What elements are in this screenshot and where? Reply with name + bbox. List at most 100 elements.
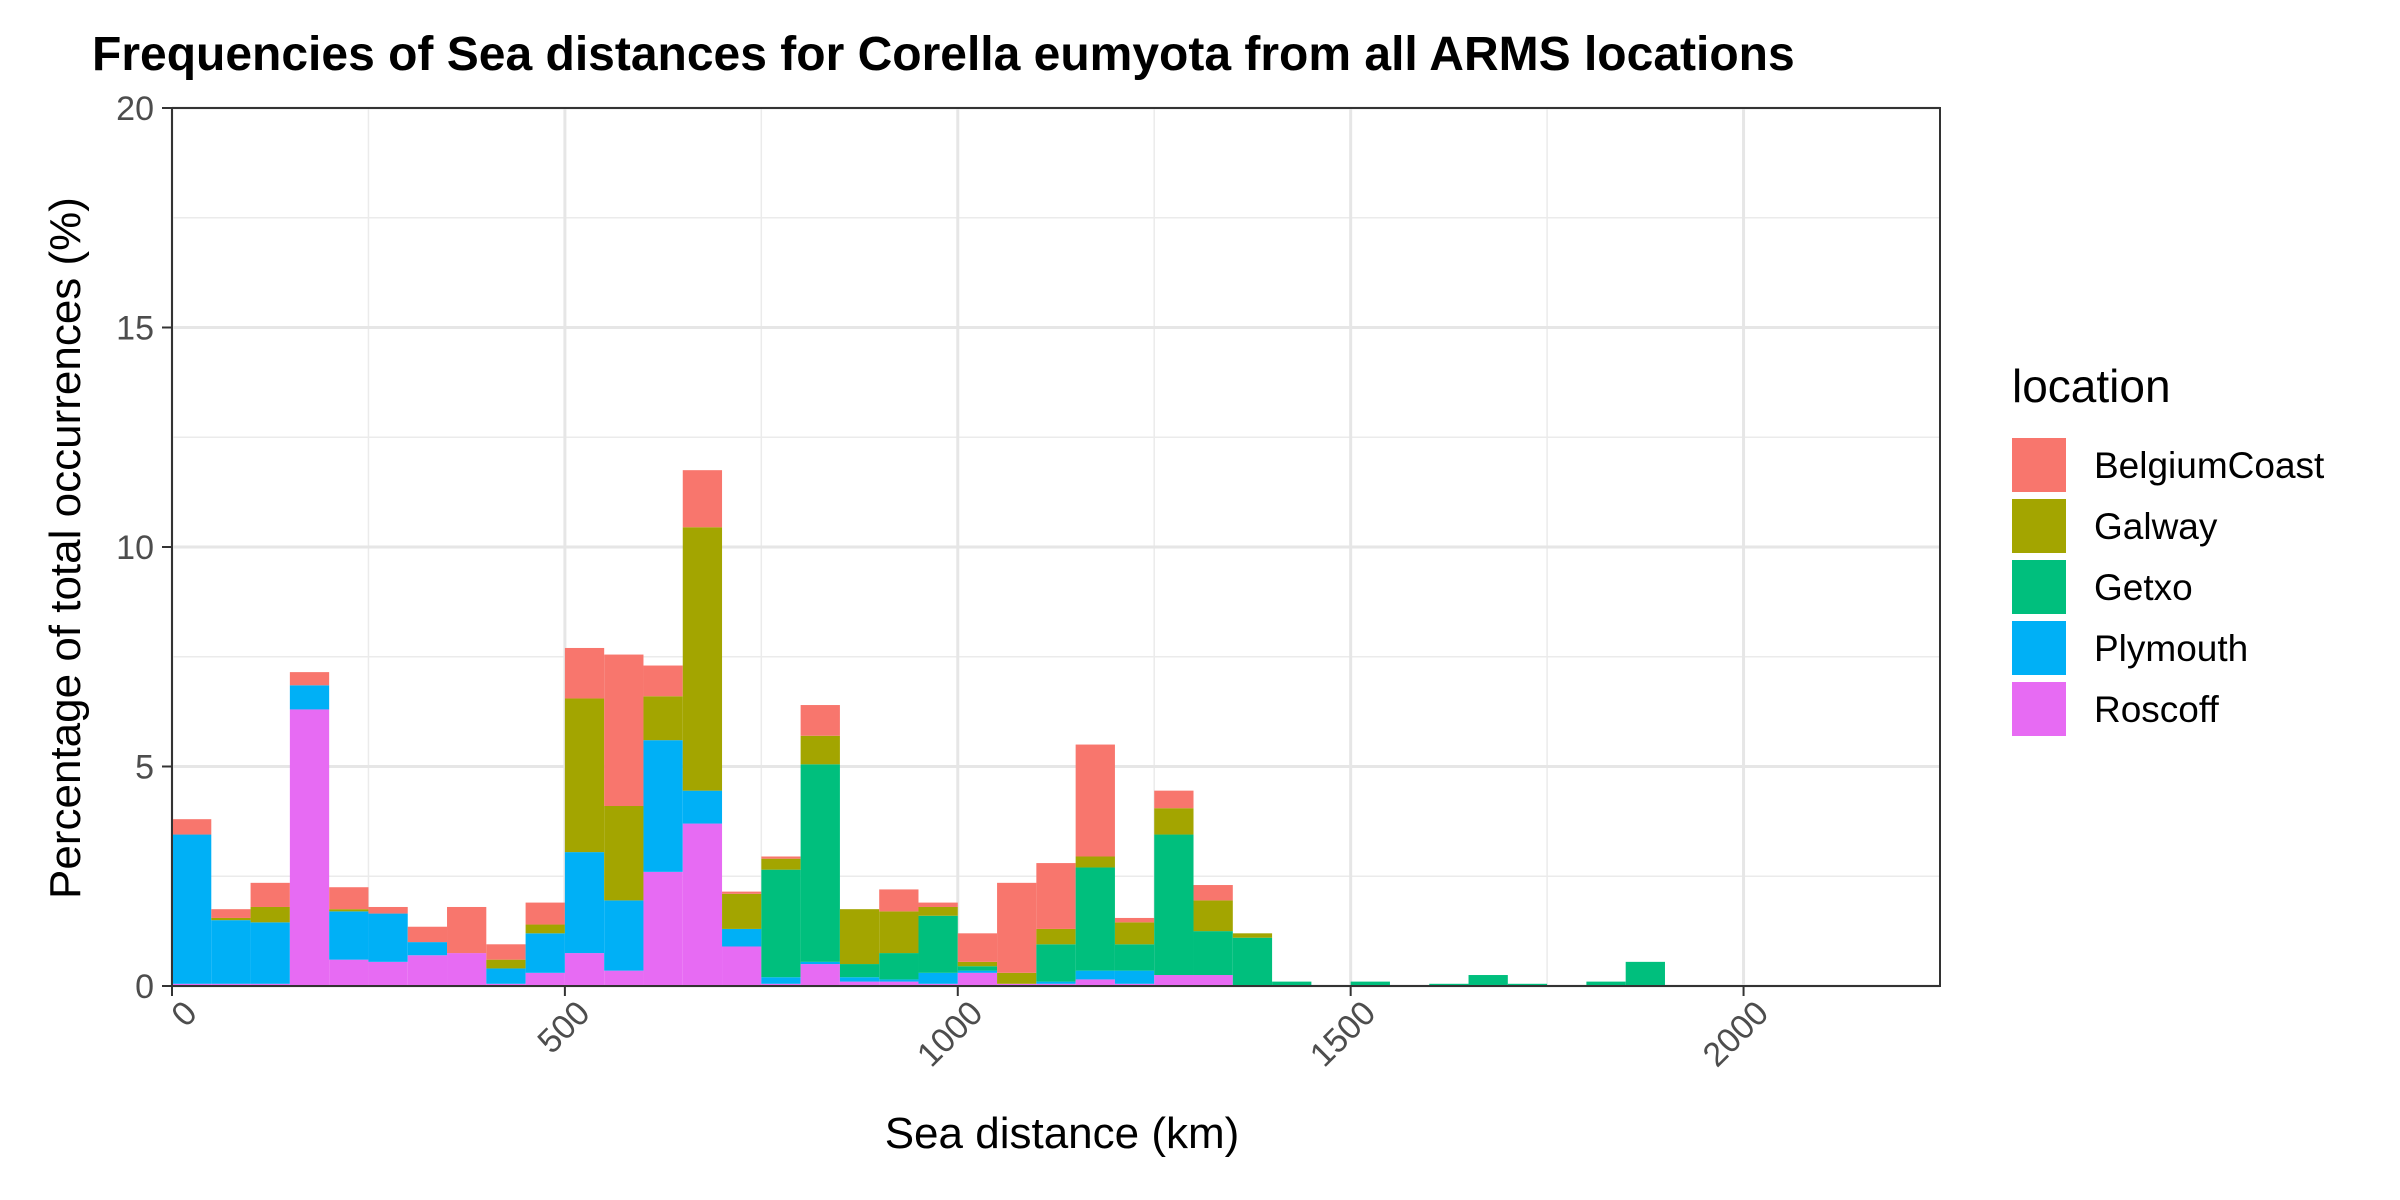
bar-roscoff-725 (722, 946, 762, 986)
bar-roscoff-175 (289, 709, 330, 986)
minor-gridlines (172, 108, 1940, 986)
bars (172, 470, 1665, 986)
bar-roscoff-775 (761, 983, 801, 986)
bar-getxo-1375 (1232, 937, 1273, 986)
bar-roscoff-275 (368, 961, 408, 986)
bar-roscoff-1325 (1193, 975, 1233, 986)
bar-galway-75 (211, 917, 251, 921)
y-tick-label: 0 (135, 968, 154, 1006)
bar-roscoff-425 (486, 983, 526, 986)
bar-belgiumcoast-1275 (1154, 790, 1194, 809)
bar-getxo-1825 (1586, 981, 1626, 986)
bar-galway-625 (643, 696, 683, 741)
bar-galway-1075 (997, 972, 1037, 984)
bar-belgiumcoast-825 (800, 705, 840, 736)
legend-label-belgiumcoast: BelgiumCoast (2094, 445, 2325, 486)
bar-getxo-1275 (1154, 834, 1194, 976)
bar-roscoff-875 (839, 981, 880, 986)
bar-roscoff-1025 (957, 972, 998, 986)
y-axis: 0 5 10 15 20 (116, 90, 172, 1006)
legend-key-roscoff (2012, 682, 2066, 736)
legend-title: location (2012, 360, 2171, 412)
bar-galway-775 (761, 858, 801, 870)
legend-key-belgiumcoast (2012, 438, 2066, 492)
bar-belgiumcoast-1175 (1075, 744, 1115, 857)
legend-items: BelgiumCoast Galway Getxo Plymouth Roscoff (2012, 438, 2325, 736)
bar-plymouth-75 (211, 920, 251, 984)
bar-plymouth-925 (879, 979, 919, 982)
bar-galway-975 (918, 906, 958, 916)
bar-plymouth-175 (289, 685, 330, 710)
bar-plymouth-625 (643, 740, 683, 872)
bar-plymouth-775 (761, 977, 801, 984)
bar-galway-1225 (1114, 922, 1155, 945)
bar-getxo-825 (800, 764, 840, 962)
bar-galway-1025 (957, 961, 998, 967)
bar-belgiumcoast-375 (447, 906, 487, 954)
legend: location BelgiumCoast Galway Getxo Plymouth… (2012, 360, 2325, 736)
bar-plymouth-125 (250, 922, 290, 984)
bar-belgiumcoast-175 (289, 672, 330, 686)
bar-roscoff-225 (329, 959, 369, 986)
bar-belgiumcoast-325 (407, 926, 448, 943)
bar-belgiumcoast-1225 (1114, 917, 1155, 923)
bar-roscoff-575 (604, 970, 644, 986)
bar-plymouth-675 (682, 790, 723, 824)
bar-roscoff-325 (407, 955, 448, 986)
y-tick-label: 15 (116, 310, 154, 348)
bar-plymouth-525 (564, 852, 605, 954)
bar-roscoff-975 (918, 983, 958, 986)
bar-galway-675 (682, 527, 723, 791)
y-tick-label: 5 (135, 749, 154, 787)
bar-belgiumcoast-1125 (1036, 863, 1076, 929)
bar-galway-575 (604, 806, 644, 901)
bar-plymouth-475 (525, 933, 565, 973)
y-tick-label: 20 (116, 90, 154, 128)
bar-galway-925 (879, 911, 919, 954)
bar-getxo-925 (879, 953, 919, 980)
bar-galway-525 (564, 698, 605, 853)
bar-belgiumcoast-125 (250, 882, 290, 907)
bar-roscoff-375 (447, 953, 487, 986)
bar-getxo-1625 (1429, 983, 1469, 986)
plot-panel (170, 106, 1941, 988)
bar-belgiumcoast-1325 (1193, 885, 1233, 901)
bar-belgiumcoast-425 (486, 944, 526, 960)
y-tick-label: 10 (116, 529, 154, 567)
bar-plymouth-1175 (1075, 970, 1115, 980)
bar-plymouth-875 (839, 977, 880, 982)
bar-roscoff-1175 (1075, 979, 1115, 986)
bar-plymouth-575 (604, 900, 644, 971)
bar-galway-475 (525, 924, 565, 934)
bar-roscoff-1075 (997, 983, 1037, 986)
bar-belgiumcoast-275 (368, 906, 408, 914)
bar-plymouth-325 (407, 942, 448, 956)
bar-roscoff-1275 (1154, 975, 1194, 986)
bar-plymouth-1125 (1036, 981, 1076, 984)
bar-roscoff-525 (564, 953, 605, 986)
bar-plymouth-825 (800, 961, 840, 965)
bar-galway-825 (800, 735, 840, 765)
bar-belgiumcoast-725 (722, 891, 762, 894)
legend-label-roscoff: Roscoff (2094, 689, 2219, 730)
bar-roscoff-1125 (1036, 983, 1076, 986)
bar-belgiumcoast-475 (525, 902, 565, 925)
bar-getxo-875 (839, 964, 880, 978)
bar-getxo-1725 (1507, 983, 1548, 986)
bar-galway-725 (722, 893, 762, 929)
bar-roscoff-825 (800, 964, 840, 986)
bar-getxo-775 (761, 869, 801, 978)
bar-galway-875 (839, 909, 880, 965)
bar-belgiumcoast-925 (879, 889, 919, 912)
bar-getxo-1325 (1193, 931, 1233, 976)
bar-belgiumcoast-525 (564, 647, 605, 699)
bar-plymouth-275 (368, 913, 408, 962)
bar-belgiumcoast-775 (761, 856, 801, 859)
bar-roscoff-475 (525, 972, 565, 986)
bar-belgiumcoast-1075 (997, 882, 1037, 973)
bar-roscoff-1225 (1114, 983, 1155, 986)
legend-label-plymouth: Plymouth (2094, 628, 2248, 669)
bar-belgiumcoast-1025 (957, 933, 998, 962)
bar-belgiumcoast-25 (172, 819, 212, 835)
